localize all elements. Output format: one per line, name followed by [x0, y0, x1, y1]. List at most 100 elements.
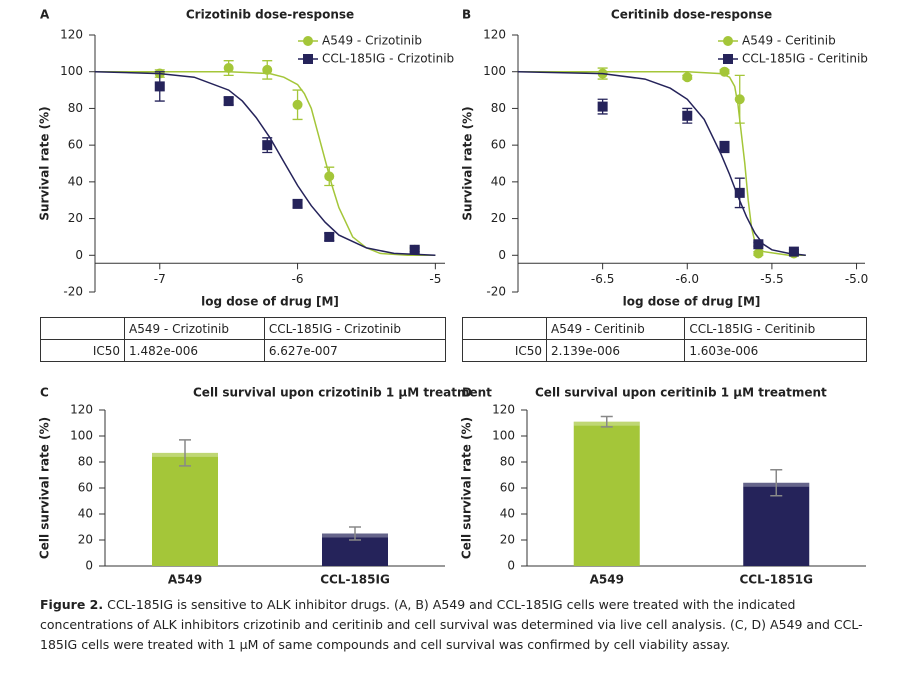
row-label: IC50 [462, 339, 547, 362]
y-tick-label: 120 [483, 28, 506, 42]
table-header: CCL-185IG - Ceritinib [684, 317, 867, 340]
table-cell: 1.603e-006 [684, 339, 867, 362]
chart-title: Ceritinib dose-response [611, 8, 772, 22]
y-tick-label: 80 [500, 455, 515, 469]
y-tick-label: 40 [500, 507, 515, 521]
point [734, 187, 745, 198]
y-tick-label: 120 [492, 403, 515, 417]
panel-label: C [40, 386, 49, 400]
caption: Figure 2. CCL-185IG is sensitive to ALK … [40, 595, 870, 655]
x-tick-label: -7 [154, 272, 166, 286]
y-tick-label: 0 [498, 248, 506, 262]
y-tick-label: 40 [68, 174, 83, 188]
y-tick-label: 0 [85, 559, 93, 573]
chart-title: Cell survival upon ceritinib 1 µM treatm… [535, 386, 827, 400]
empty-cell [40, 317, 125, 340]
table-cell: 6.627e-007 [263, 339, 447, 362]
table-header: A549 - Ceritinib [545, 317, 686, 340]
caption-label: Figure 2. [40, 597, 104, 612]
y-tick-label: 40 [78, 507, 93, 521]
y-axis-label: Cell survival rate (%) [38, 417, 52, 559]
point [753, 248, 764, 259]
x-tick-label: -6.5 [591, 272, 614, 286]
point [409, 244, 420, 255]
panel-label: D [462, 386, 472, 400]
point [292, 99, 303, 110]
x-tick-label: -5 [429, 272, 441, 286]
y-tick-label: 100 [70, 429, 93, 443]
figure: A Crizotinib dose-response Survival rate (… [38, 8, 869, 587]
y-tick-label: 80 [78, 455, 93, 469]
table-header: CCL-185IG - Crizotinib [263, 317, 447, 340]
fit-curve [95, 70, 436, 257]
point [682, 110, 693, 121]
y-tick-label: 100 [60, 64, 83, 78]
x-axis-label: log dose of drug [M] [201, 295, 339, 309]
x-tick-label: A549 [590, 573, 624, 587]
fit-curve [94, 70, 436, 257]
error-bar [349, 526, 361, 541]
point [788, 246, 799, 257]
y-tick-label: -20 [486, 285, 506, 299]
x-tick-label: -5.5 [760, 272, 783, 286]
error-bar [179, 439, 191, 467]
x-tick-label: -6.0 [676, 272, 699, 286]
y-tick-label: 60 [68, 138, 83, 152]
y-axis-label: Cell survival rate (%) [460, 417, 474, 559]
row-label: IC50 [40, 339, 125, 362]
table-cell: 2.139e-006 [545, 339, 686, 362]
point [753, 239, 764, 250]
ic50-table: A549 - Ceritinib CCL-185IG - Ceritinib IC… [462, 317, 867, 362]
point [719, 66, 730, 77]
y-axis-label: Survival rate (%) [461, 106, 475, 220]
ic50-table: A549 - Crizotinib CCL-185IG - Crizotinib … [40, 317, 447, 362]
chart-title: Crizotinib dose-response [186, 8, 354, 22]
error-bar [770, 469, 783, 497]
legend-marker [723, 54, 733, 64]
y-tick-label: -20 [63, 285, 83, 299]
point [154, 81, 165, 92]
y-tick-label: 0 [507, 559, 515, 573]
x-axis-label: log dose of drug [M] [623, 295, 761, 309]
y-tick-label: 80 [68, 101, 83, 115]
bar [743, 482, 810, 566]
legend-label: A549 - Crizotinib [322, 34, 422, 48]
point [324, 171, 335, 182]
table-header: A549 - Crizotinib [124, 317, 265, 340]
point [719, 141, 730, 152]
point [262, 140, 273, 151]
x-tick-label: -6 [292, 272, 304, 286]
point [597, 101, 608, 112]
legend-marker [723, 36, 733, 46]
chart-title: Cell survival upon crizotinib 1 µM treat… [193, 386, 492, 400]
point [223, 96, 234, 107]
table-cell: 1.482e-006 [124, 339, 265, 362]
x-tick-label: A549 [168, 573, 202, 587]
y-tick-label: 60 [78, 481, 93, 495]
y-tick-label: 20 [78, 533, 93, 547]
point [734, 94, 745, 105]
bar [573, 421, 640, 566]
x-tick-label: CCL-1851G [740, 573, 814, 587]
y-tick-label: 120 [60, 28, 83, 42]
y-tick-label: 100 [483, 64, 506, 78]
caption-text: CCL-185IG is sensitive to ALK inhibitor … [40, 597, 863, 652]
x-tick-label: -5.0 [845, 272, 868, 286]
point [262, 64, 273, 75]
bar [152, 452, 218, 566]
legend-label: CCL-185IG - Crizotinib [322, 52, 454, 66]
y-tick-label: 100 [492, 429, 515, 443]
fit-curve [518, 70, 806, 257]
y-axis-label: Survival rate (%) [38, 106, 52, 220]
legend-marker [303, 54, 313, 64]
panel-label: B [462, 8, 471, 22]
y-tick-label: 60 [491, 138, 506, 152]
y-tick-label: 40 [491, 174, 506, 188]
legend-label: CCL-185IG - Ceritinib [742, 52, 868, 66]
y-tick-label: 120 [70, 403, 93, 417]
empty-cell [462, 317, 547, 340]
point [682, 72, 693, 83]
x-tick-label: CCL-185IG [320, 573, 390, 587]
error-bar [600, 415, 613, 428]
